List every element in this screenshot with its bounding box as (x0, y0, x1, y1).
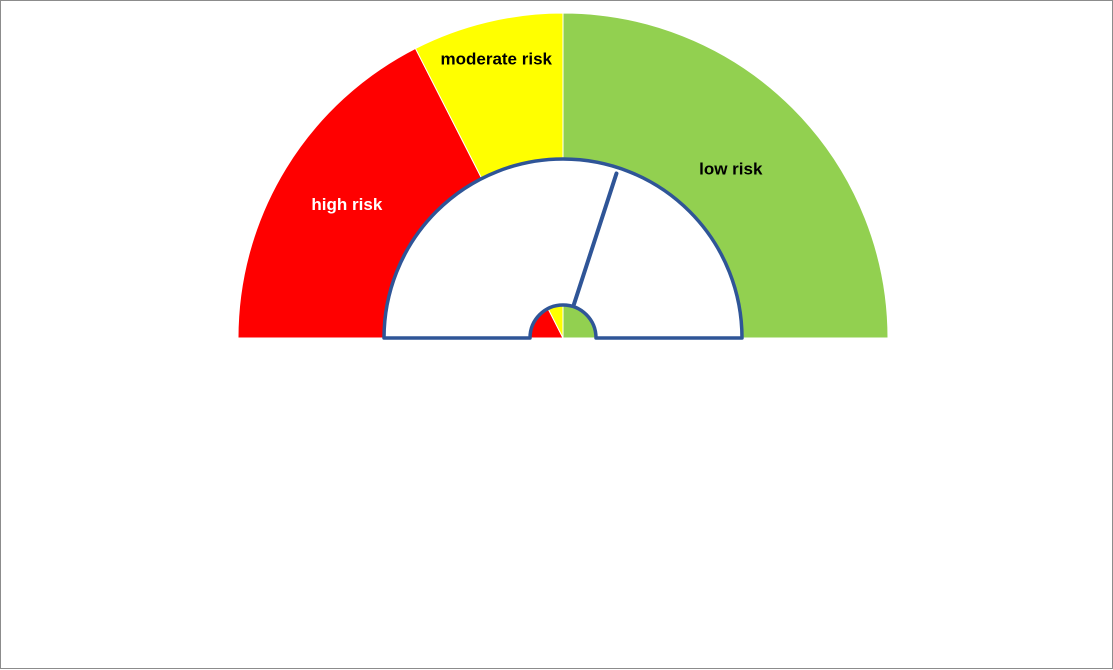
gauge-needle (571, 171, 619, 307)
segment-label: moderate risk (440, 49, 552, 68)
segment-label: high risk (311, 195, 382, 214)
segment-label: low risk (699, 160, 763, 179)
gauge-dial (382, 157, 744, 340)
